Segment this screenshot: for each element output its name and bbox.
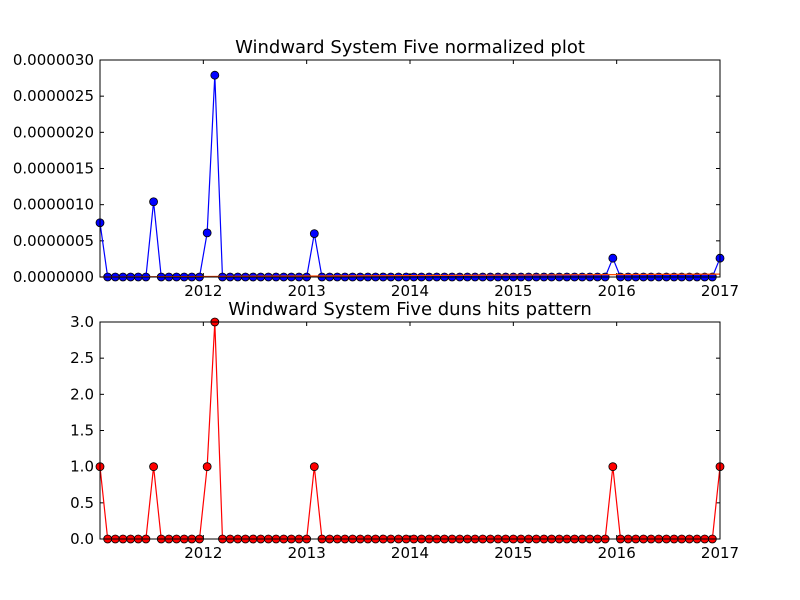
data-point	[210, 70, 220, 80]
y-tick-label: 0.0000015	[13, 160, 94, 178]
y-tick-label: 1.0	[70, 458, 94, 476]
normalized-plot: Windward System Five normalized plot 0.0…	[13, 37, 739, 300]
ticks-layer: 0.0000000 0.0000005 0.0000010 0.0000015 0.00…	[13, 51, 739, 300]
x-tick-label: 2013	[288, 282, 326, 300]
x-tick-label: 2012	[184, 282, 222, 300]
y-tick-label: 0.0000000	[13, 268, 94, 286]
y-tick-label: 3.0	[70, 313, 94, 331]
y-tick-label: 1.5	[70, 422, 94, 440]
x-tick-label: 2017	[701, 282, 739, 300]
chart-title: Windward System Five duns hits pattern	[228, 299, 592, 320]
data-point	[309, 462, 319, 472]
data-point	[309, 229, 319, 239]
x-tick-label: 2012	[184, 544, 222, 562]
y-tick-label: 0.0000005	[13, 232, 94, 250]
x-tick-label: 2016	[598, 544, 636, 562]
y-tick-label: 0.0000020	[13, 123, 94, 141]
chart-title: Windward System Five normalized plot	[235, 37, 585, 58]
data-point	[202, 462, 212, 472]
x-tick-label: 2017	[701, 544, 739, 562]
y-tick-label: 0.0000025	[13, 87, 94, 105]
data-point	[608, 462, 618, 472]
x-tick-label: 2016	[598, 282, 636, 300]
y-tick-label: 2.5	[70, 349, 94, 367]
x-tick-label: 2014	[391, 544, 429, 562]
data-point	[202, 228, 212, 238]
y-tick-label: 0.0	[70, 530, 94, 548]
x-tick-label: 2014	[391, 282, 429, 300]
data-point	[608, 253, 618, 263]
data-point	[149, 197, 158, 207]
plot-frame	[99, 59, 721, 278]
ticks-layer: 0.0 0.5 1.0 1.5 2.0 2.5 3.0 2012 2013 2014 2015 201…	[70, 313, 739, 562]
x-tick-label: 2013	[288, 544, 326, 562]
y-tick-label: 0.0000010	[13, 196, 94, 214]
y-tick-label: 2.0	[70, 385, 94, 403]
y-tick-label: 0.0000030	[13, 51, 94, 69]
plot-frame	[99, 321, 721, 540]
y-tick-label: 0.5	[70, 494, 94, 512]
x-tick-label: 2015	[494, 282, 532, 300]
duns-hits-plot: Windward System Five duns hits pattern 0…	[70, 299, 739, 562]
x-tick-label: 2015	[494, 544, 532, 562]
data-point	[149, 462, 158, 472]
